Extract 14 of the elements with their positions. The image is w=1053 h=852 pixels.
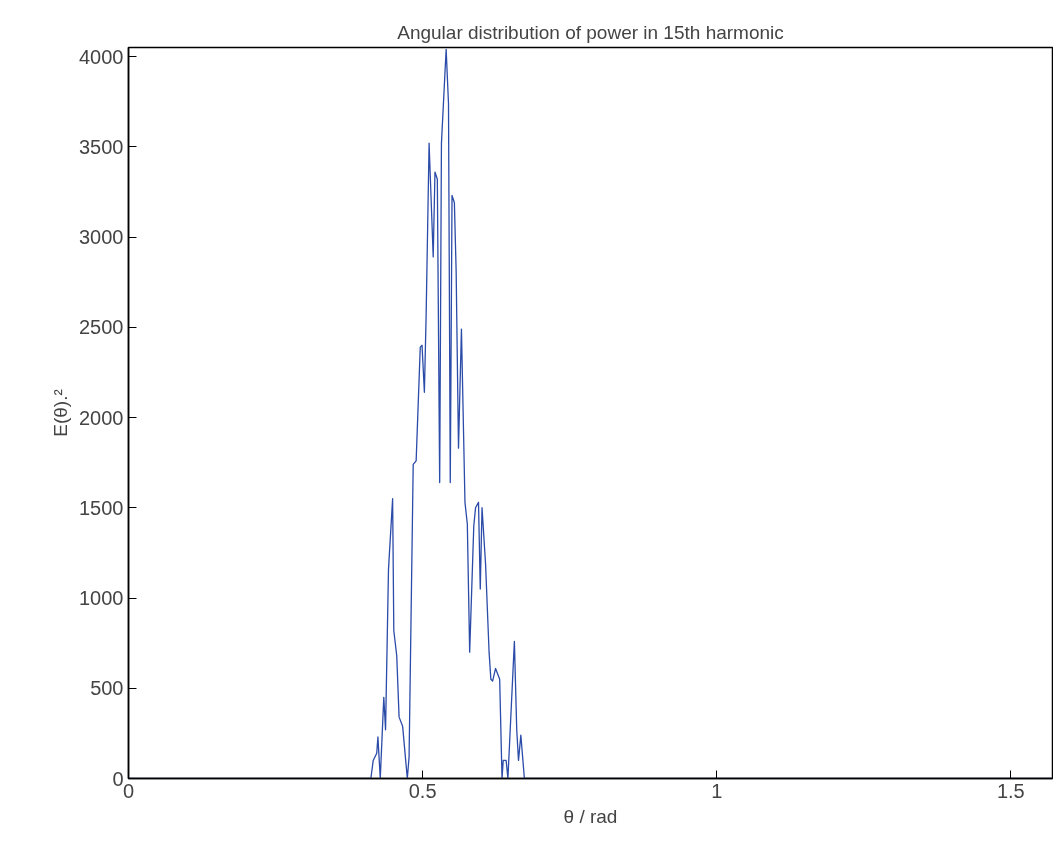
y-tick-label: 3500 (79, 135, 124, 158)
chart-title: Angular distribution of power in 15th harmonic (397, 21, 784, 43)
y-tick-label: 1500 (79, 496, 124, 519)
y-axis-title: E(θ).² (50, 389, 72, 437)
x-tick-label: 1 (711, 779, 723, 802)
x-tick-label: 0.5 (408, 779, 437, 802)
y-tick-label: 2500 (79, 316, 124, 339)
x-tick-label: 1.5 (996, 779, 1025, 802)
y-tick-label: 2000 (79, 406, 124, 429)
y-tick-label: 500 (90, 677, 124, 700)
x-axis-title: θ / rad (563, 805, 618, 827)
y-tick-label: 4000 (79, 45, 124, 68)
y-tick-label: 3000 (79, 226, 124, 249)
y-tick-label: 1000 (79, 587, 124, 610)
